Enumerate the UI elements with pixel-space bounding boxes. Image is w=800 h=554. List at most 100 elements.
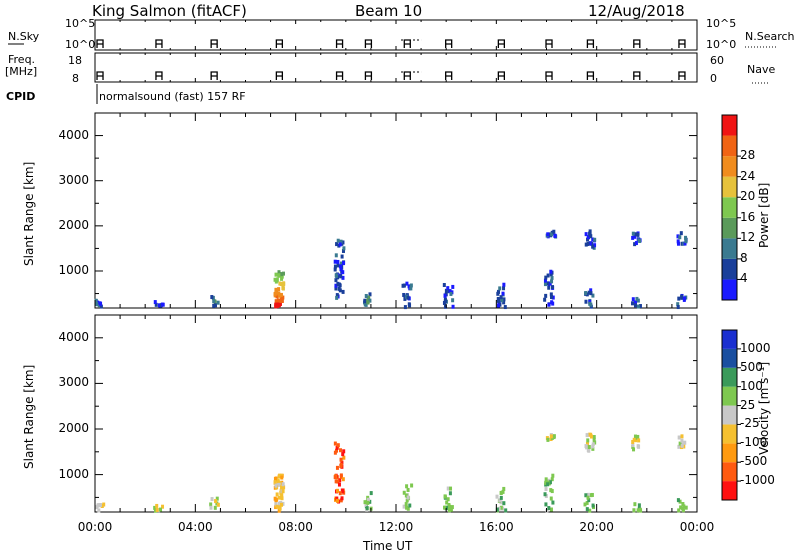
data-cell	[587, 498, 591, 503]
data-cell	[157, 303, 161, 308]
data-cell	[548, 281, 552, 286]
data-cell	[589, 288, 593, 293]
data-cell	[212, 299, 216, 304]
data-cell	[406, 506, 410, 511]
data-cell	[502, 297, 506, 302]
cpid-text: normalsound (fast) 157 RF	[99, 90, 246, 103]
y-tick-label: 4000	[58, 329, 89, 344]
data-cell	[281, 286, 285, 291]
data-cell	[341, 477, 345, 482]
data-cell	[161, 504, 165, 509]
data-cell	[406, 487, 410, 492]
data-cell	[585, 292, 589, 297]
data-cell	[334, 479, 338, 484]
colorbar-tick-label: 20	[740, 189, 756, 204]
data-cell	[548, 480, 552, 485]
x-tick-label: 00:00	[679, 520, 715, 534]
data-cell	[275, 492, 279, 497]
data-cell	[550, 489, 554, 494]
data-cell	[676, 234, 680, 239]
data-cell	[277, 482, 281, 487]
aux-trace	[155, 39, 163, 48]
data-cell	[586, 237, 590, 242]
data-cell	[591, 293, 595, 298]
data-cell	[335, 465, 339, 470]
data-cell	[544, 293, 548, 298]
data-cell	[502, 300, 506, 305]
colorbar-swatch	[722, 330, 737, 349]
data-cell	[550, 300, 554, 305]
data-cell	[368, 499, 372, 504]
data-cell	[585, 507, 589, 512]
data-cell	[681, 502, 685, 507]
data-cell	[636, 434, 640, 439]
data-cell	[275, 504, 279, 509]
colorbar-frame	[721, 114, 738, 301]
data-cell	[274, 483, 278, 488]
data-cell	[448, 491, 452, 496]
colorbar-tick-label: 4	[740, 271, 748, 286]
data-cell	[341, 275, 345, 280]
data-cell	[275, 278, 279, 283]
data-cell	[211, 295, 215, 300]
data-cell	[551, 285, 555, 290]
data-cell	[631, 297, 635, 302]
data-cell	[499, 490, 503, 495]
x-axis-label: Time UT	[363, 539, 413, 553]
data-cell	[405, 498, 409, 503]
data-cell	[553, 233, 557, 238]
data-cell	[549, 496, 553, 501]
data-cell	[584, 242, 588, 247]
aux-trace	[403, 39, 411, 48]
freq-tick-top: 18	[68, 54, 82, 67]
data-cell	[447, 508, 451, 513]
data-cell	[338, 491, 342, 496]
data-cell	[631, 231, 635, 236]
data-cell	[337, 286, 341, 291]
nsearch-label: N.Search	[745, 30, 795, 43]
nsearch-tick-top: 10^5	[706, 17, 737, 30]
data-cell	[363, 500, 367, 505]
data-cell	[591, 244, 595, 249]
data-cell	[153, 505, 157, 510]
data-cell	[273, 480, 277, 485]
colorbar-swatch	[722, 424, 737, 444]
data-cell	[334, 253, 338, 258]
data-cell	[451, 298, 455, 303]
colorbar-swatch	[722, 135, 737, 157]
data-cell	[277, 302, 281, 307]
data-cell	[339, 264, 343, 269]
data-cell	[405, 294, 409, 299]
data-cell	[102, 502, 106, 507]
data-cell	[586, 235, 590, 240]
data-cell	[154, 302, 158, 307]
data-cell	[500, 298, 504, 303]
data-cell	[586, 438, 590, 443]
data-cell	[502, 501, 506, 506]
data-cell	[592, 437, 596, 442]
data-cell	[631, 235, 635, 240]
data-cell	[684, 239, 688, 244]
data-cell	[449, 507, 453, 512]
data-cell	[676, 241, 680, 246]
data-cell	[591, 503, 595, 508]
data-cell	[583, 502, 587, 507]
data-cell	[280, 276, 284, 281]
colorbar-frame	[721, 329, 738, 501]
data-cell	[274, 287, 278, 292]
data-cell	[442, 283, 446, 288]
x-tick-label: 04:00	[178, 520, 213, 534]
data-cell	[588, 229, 592, 234]
data-cell	[547, 285, 551, 290]
nave-tick-bottom: 0	[710, 72, 717, 85]
data-cell	[443, 304, 447, 309]
data-cell	[543, 492, 547, 497]
data-cell	[277, 291, 281, 296]
nave-tick-top: 60	[710, 54, 724, 67]
data-cell	[448, 289, 452, 294]
data-cell	[502, 286, 506, 291]
data-cell	[679, 231, 683, 236]
aux-trace	[633, 71, 641, 80]
colorbar-swatch	[722, 156, 737, 177]
